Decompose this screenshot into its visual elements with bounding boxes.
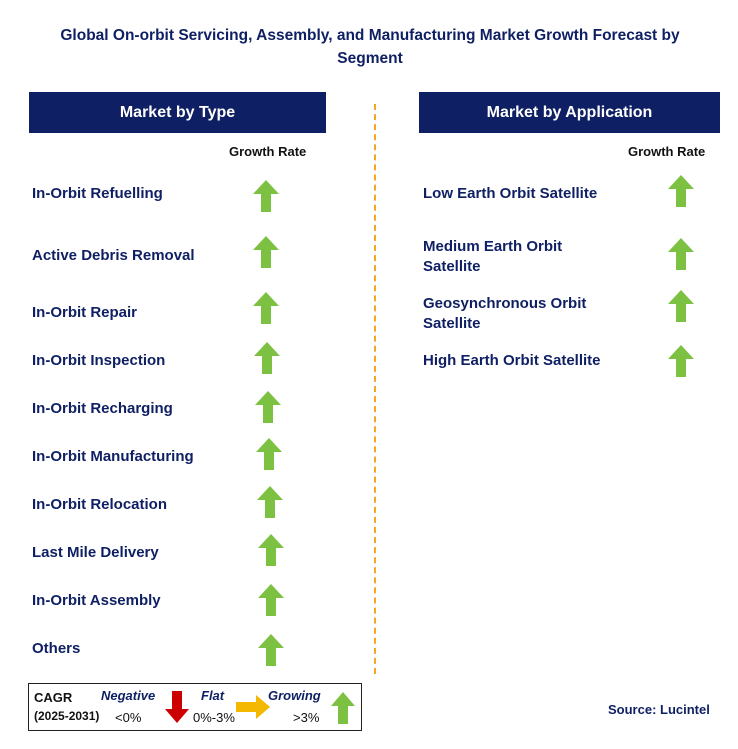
type-row-label: In-Orbit Repair: [32, 304, 138, 321]
type-row-label: In-Orbit Manufacturing: [32, 448, 194, 465]
growing-arrow-icon: [257, 486, 283, 518]
legend-growing-range: >3%: [293, 710, 320, 725]
source-note: Source: Lucintel: [608, 702, 710, 717]
application-row-label: High Earth Orbit Satellite: [423, 352, 601, 369]
growing-arrow-icon: [668, 238, 694, 270]
legend-cagr: CAGR: [34, 690, 73, 705]
chart-title: Global On-orbit Servicing, Assembly, and…: [60, 27, 680, 67]
type-row-label: Active Debris Removal: [32, 247, 195, 264]
application-row-label: Low Earth Orbit Satellite: [423, 185, 598, 202]
legend-flat-label: Flat: [201, 688, 225, 703]
growing-arrow-icon: [668, 175, 694, 207]
growing-arrow-icon: [258, 584, 284, 616]
growing-arrow-icon: [253, 236, 279, 268]
type-row-label: Others: [32, 640, 81, 657]
growing-arrow-icon: [253, 180, 279, 212]
growing-arrow-icon: [258, 534, 284, 566]
flat-right-arrow-icon: [236, 695, 270, 719]
negative-down-arrow-icon: [165, 691, 189, 723]
type-row-label: In-Orbit Relocation: [32, 496, 167, 513]
header-market-by-application: Market by Application: [419, 92, 720, 133]
type-row-label: In-Orbit Recharging: [32, 400, 173, 417]
panel-divider: [374, 104, 376, 674]
legend-flat-range: 0%-3%: [193, 710, 235, 725]
header-market-by-type: Market by Type: [29, 92, 326, 133]
legend-negative-label: Negative: [101, 688, 156, 703]
type-row-label: Last Mile Delivery: [32, 544, 159, 561]
growing-arrow-icon: [256, 438, 282, 470]
legend-negative-range: <0%: [115, 710, 142, 725]
application-row-label: Medium Earth Orbit Satellite: [423, 238, 563, 275]
growing-arrow-icon: [254, 342, 280, 374]
legend-box: CAGR (2025-2031) Negative <0% Flat 0%-3%…: [28, 683, 362, 731]
application-row-label: Geosynchronous Orbit Satellite: [423, 295, 587, 332]
growing-up-arrow-icon: [331, 692, 355, 724]
growing-arrow-icon: [255, 391, 281, 423]
legend-period: (2025-2031): [34, 709, 100, 723]
growing-arrow-icon: [258, 634, 284, 666]
legend-growing-label: Growing: [268, 688, 321, 703]
growing-arrow-icon: [668, 345, 694, 377]
right-growth-rate-label: Growth Rate: [628, 144, 706, 159]
growing-arrow-icon: [668, 290, 694, 322]
type-row-label: In-Orbit Inspection: [32, 352, 166, 369]
type-row-label: In-Orbit Assembly: [32, 592, 161, 609]
left-growth-rate-label: Growth Rate: [229, 144, 307, 159]
type-row-label: In-Orbit Refuelling: [32, 185, 163, 202]
growing-arrow-icon: [253, 292, 279, 324]
